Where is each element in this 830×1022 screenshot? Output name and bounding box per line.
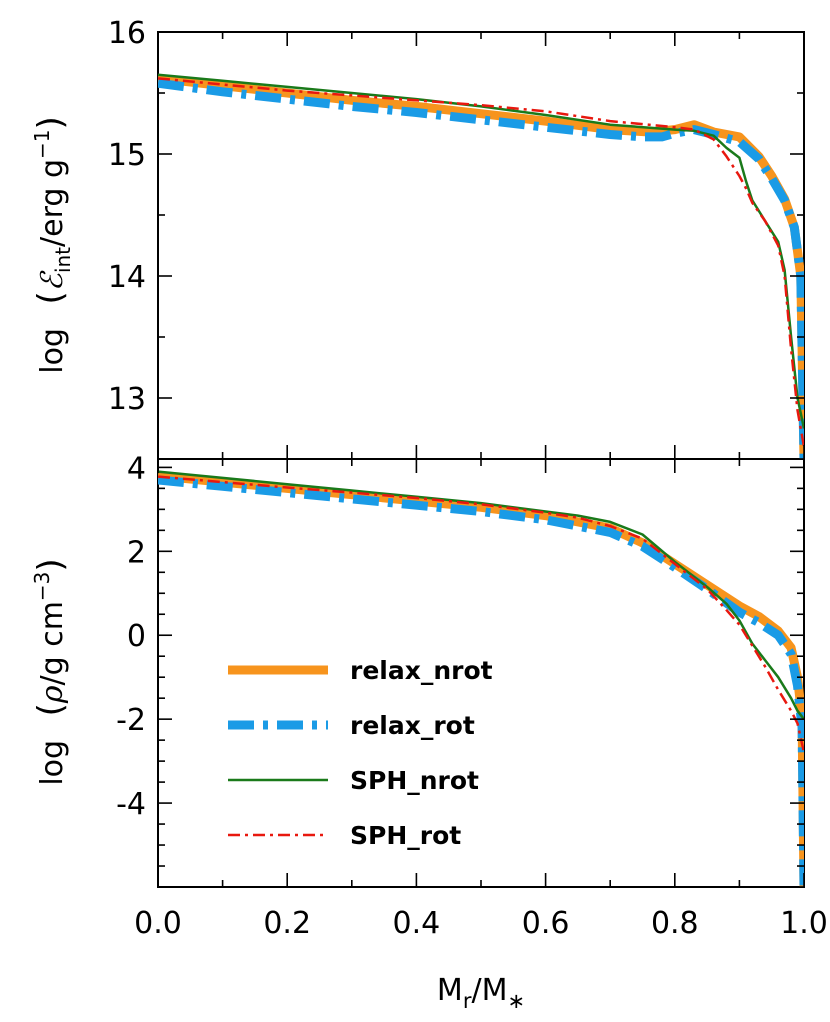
xtick-label: 0.8 bbox=[651, 906, 699, 941]
bottom-y-axis-label: log (ρ/g cm−3) bbox=[30, 558, 71, 785]
top-ytick-label: 16 bbox=[108, 16, 146, 51]
top-panel-series bbox=[158, 73, 804, 459]
xtick-label: 1.0 bbox=[780, 906, 828, 941]
bottom-series-sph-rot bbox=[158, 475, 804, 753]
bottom-ytick-label: 0 bbox=[127, 619, 146, 654]
axis-ticks bbox=[157, 31, 805, 888]
bottom-ytick-label: 2 bbox=[127, 535, 146, 570]
x-axis-label: Mr/M∗ bbox=[437, 973, 525, 1013]
top-y-axis-label: log (ℰint/erg g−1) bbox=[30, 116, 75, 374]
bottom-ytick-label: -4 bbox=[116, 787, 146, 822]
top-panel-frame bbox=[157, 31, 805, 460]
top-ytick-label: 15 bbox=[108, 138, 146, 173]
bottom-series-relax-rot bbox=[158, 475, 804, 887]
bottom-series-sph-nrot bbox=[158, 470, 804, 720]
top-ytick-label: 13 bbox=[108, 382, 146, 417]
bottom-ytick-label: 4 bbox=[127, 451, 146, 486]
xtick-label: 0.0 bbox=[134, 906, 182, 941]
legend-label-relax-nrot: relax_nrot bbox=[350, 656, 493, 685]
legend: relax_nrot relax_rot SPH_nrot SPH_rot bbox=[228, 656, 493, 850]
bottom-ytick-label: -2 bbox=[116, 703, 146, 738]
legend-label-relax-rot: relax_rot bbox=[350, 711, 475, 740]
top-series-sph-rot bbox=[158, 77, 804, 448]
axis-tick-labels: 13 14 15 16 4 2 0 -2 -4 0.0 0.2 0.4 0.6 0.8 1.0 bbox=[108, 16, 828, 941]
xtick-label: 0.4 bbox=[393, 906, 441, 941]
legend-label-sph-nrot: SPH_nrot bbox=[350, 766, 479, 795]
top-ytick-label: 14 bbox=[108, 260, 146, 295]
xtick-label: 0.6 bbox=[522, 906, 570, 941]
bottom-panel-series bbox=[158, 470, 804, 887]
top-series-relax-rot bbox=[158, 78, 804, 459]
xtick-label: 0.2 bbox=[263, 906, 311, 941]
legend-label-sph-rot: SPH_rot bbox=[350, 821, 461, 850]
